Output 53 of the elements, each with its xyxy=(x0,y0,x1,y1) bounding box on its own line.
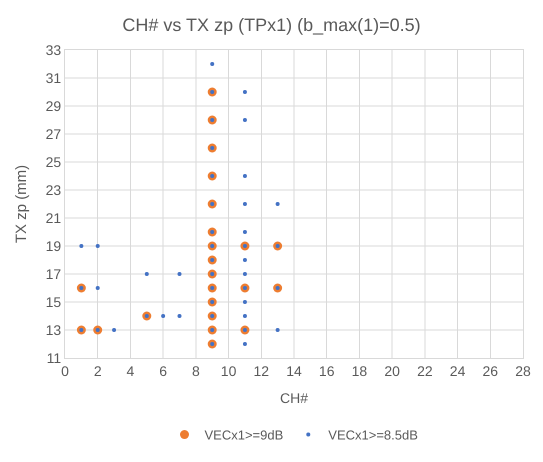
x-tick-label: 8 xyxy=(192,362,200,379)
y-tick-label: 19 xyxy=(46,238,62,254)
point xyxy=(242,90,247,94)
x-tick-label: 20 xyxy=(384,362,400,379)
point xyxy=(242,230,247,234)
point xyxy=(178,272,182,276)
point xyxy=(96,286,100,290)
point xyxy=(210,62,214,66)
y-tick-label: 23 xyxy=(46,182,62,198)
x-tick-label: 6 xyxy=(159,362,168,379)
y-tick-label: 15 xyxy=(46,294,62,310)
point xyxy=(242,258,247,262)
point xyxy=(242,272,247,276)
x-tick-label: 22 xyxy=(417,362,433,379)
point xyxy=(242,202,247,206)
point xyxy=(276,328,280,332)
point xyxy=(144,272,149,276)
y-tick-label: 31 xyxy=(46,70,62,86)
point xyxy=(242,300,247,304)
y-tick-label: 33 xyxy=(46,42,62,58)
x-tick-label: 12 xyxy=(254,362,270,379)
point xyxy=(96,244,100,248)
y-tick-label: 29 xyxy=(46,98,62,114)
y-tick-label: 25 xyxy=(46,154,62,170)
chart-title: CH# vs TX zp (TPx1) (b_max(1)=0.5) xyxy=(122,15,421,36)
y-tick-label: 17 xyxy=(46,266,62,282)
legend-label: VECx1>=9dB xyxy=(204,428,284,443)
point xyxy=(161,314,166,318)
point xyxy=(242,118,247,122)
y-tick-label: 21 xyxy=(46,210,62,226)
point xyxy=(79,244,84,248)
point xyxy=(242,314,247,318)
x-tick-label: 28 xyxy=(515,362,531,379)
y-tick-label: 11 xyxy=(46,350,62,366)
x-tick-label: 24 xyxy=(450,362,466,379)
y-tick-label: 13 xyxy=(46,322,62,338)
x-tick-label: 14 xyxy=(286,362,302,379)
point xyxy=(242,342,247,346)
point xyxy=(276,202,280,206)
y-tick-label: 27 xyxy=(46,126,62,142)
x-tick-label: 4 xyxy=(126,362,135,379)
x-tick-label: 16 xyxy=(318,362,335,379)
x-tick-label: 18 xyxy=(352,362,368,379)
legend-label: VECx1>=8.5dB xyxy=(328,428,418,443)
point xyxy=(242,174,247,178)
x-tick-label: 10 xyxy=(220,362,237,379)
x-tick-label: 0 xyxy=(61,362,70,379)
y-axis-title: TX zp (mm) xyxy=(12,164,30,244)
x-tick-label: 2 xyxy=(94,362,102,379)
point xyxy=(178,314,182,318)
point xyxy=(112,328,116,332)
x-axis-title: CH# xyxy=(280,390,308,406)
x-tick-label: 26 xyxy=(482,362,498,379)
